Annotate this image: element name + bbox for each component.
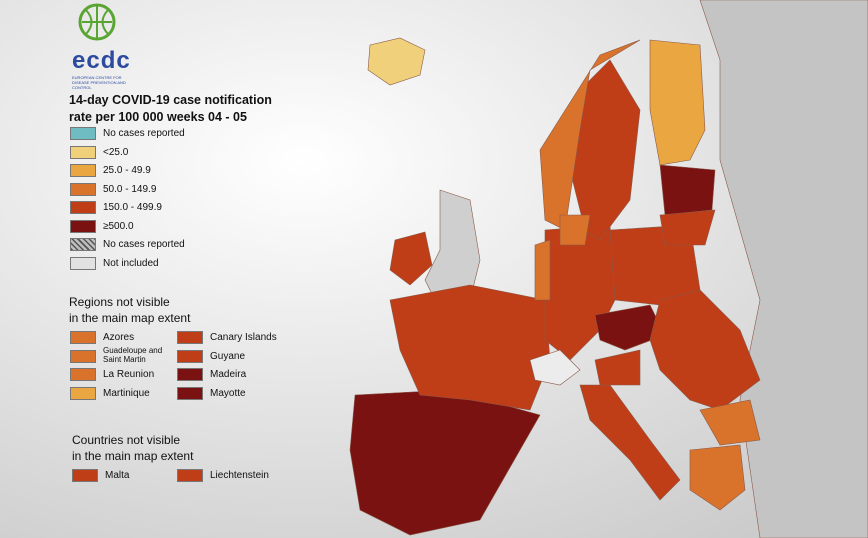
greece [689,444,746,511]
legend-label: ≥500.0 [103,220,134,232]
legend-swatch [70,368,96,382]
countries-title: Countries not visible in the main map ex… [72,432,193,464]
legend-swatch [70,182,96,196]
legend-swatch [72,469,98,482]
legend-label: 150.0 - 499.9 [103,202,162,213]
legend-swatch [70,219,96,233]
region-label: Guyane [210,350,246,362]
legend-swatch [70,164,96,177]
legend-swatch [70,201,96,214]
countries-title-line: in the main map extent [72,449,194,463]
norway [539,39,641,231]
regions-title-line: Regions not visible [69,295,170,309]
legend-title: 14-day COVID-19 case notification rate p… [69,92,272,126]
legend-swatch [177,469,203,482]
region-label: Mayotte [210,388,246,400]
legend-swatch [70,256,96,270]
region-label: Martinique [103,388,150,400]
legend-swatch [70,127,96,140]
baltics [659,164,716,216]
italy [579,384,681,501]
legend-swatch [70,238,96,251]
logo: ecdc EUROPEAN CENTRE FOR DISEASE PREVENT… [72,2,132,90]
bulgaria [699,399,761,446]
logo-subtitle: EUROPEAN CENTRE FOR DISEASE PREVENTION A… [72,75,126,90]
austria [594,349,641,386]
legend-swatch [70,331,96,344]
region-label: La Reunion [103,369,155,381]
legend-label: No cases reported [103,239,185,250]
denmark [559,214,591,246]
legend-label: Not included [103,257,159,269]
legend-label: <25.0 [103,146,129,158]
countries-title-line: Countries not visible [72,433,181,447]
region-label: Madeira [210,369,247,381]
iceland [367,37,426,86]
legend-swatch [70,145,96,159]
finland [649,39,706,166]
country-label: Malta [105,470,130,481]
legend-label: No cases reported [103,128,185,139]
regions-title-line: in the main map extent [69,311,191,325]
logo-name: ecdc [72,47,131,74]
switzerland [529,349,581,386]
legend-swatch [177,387,203,401]
legend-label: 25.0 - 49.9 [103,165,151,176]
region-label: Guadeloupe and Saint Martin [103,345,163,364]
regions-title: Regions not visible in the main map exte… [69,294,190,326]
legend-title-line: 14-day COVID-19 case notification [69,93,272,107]
legend-swatch [70,349,96,363]
legend-swatch [70,387,96,401]
region-label: Canary Islands [210,332,277,343]
benelux [534,239,551,301]
legend-swatch [177,331,203,344]
country-label: Liechtenstein [210,470,269,481]
ireland [389,231,433,286]
legend-swatch [177,349,203,363]
lithuania [659,209,716,246]
legend-label: 50.0 - 149.9 [103,183,157,195]
legend-title-line: rate per 100 000 weeks 04 - 05 [69,110,247,124]
france [389,284,551,411]
region-label: Azores [103,332,135,343]
czechia [594,304,666,351]
legend-swatch [177,368,203,382]
logo-globe [78,3,116,41]
